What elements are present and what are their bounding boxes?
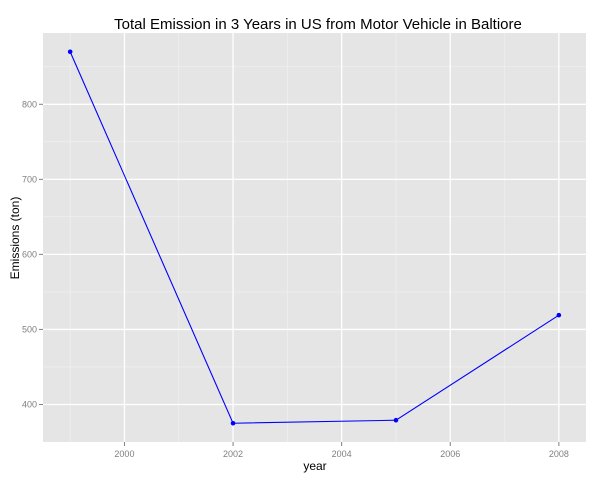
series-line: [69, 51, 560, 424]
series-layer: [67, 49, 562, 426]
x-tick-label: 2006: [440, 449, 460, 459]
x-tick-label: 2002: [223, 449, 243, 459]
chart-title: Total Emission in 3 Years in US from Mot…: [114, 16, 522, 33]
data-point-2002: [230, 420, 236, 426]
y-tick-label: 500: [22, 324, 37, 334]
major-gridlines: [43, 33, 586, 442]
x-axis-title: year: [303, 459, 326, 473]
data-point-1999: [67, 49, 73, 55]
data-point-2008: [556, 312, 562, 318]
y-tick-label: 800: [22, 99, 37, 109]
y-tick-label: 600: [22, 249, 37, 259]
y-axis-title: Emissions (ton): [8, 197, 22, 280]
x-tick-label: 2000: [114, 449, 134, 459]
y-tick-label: 700: [22, 174, 37, 184]
tick-layer: 2000 2002 2004 2006 2008 400 500 600 700 800: [22, 99, 569, 459]
data-point-2005: [393, 417, 399, 423]
x-tick-label: 2004: [332, 449, 352, 459]
minor-gridlines: [43, 33, 586, 442]
plot-panel: [43, 33, 586, 442]
y-tick-label: 400: [22, 399, 37, 409]
x-tick-label: 2008: [549, 449, 569, 459]
